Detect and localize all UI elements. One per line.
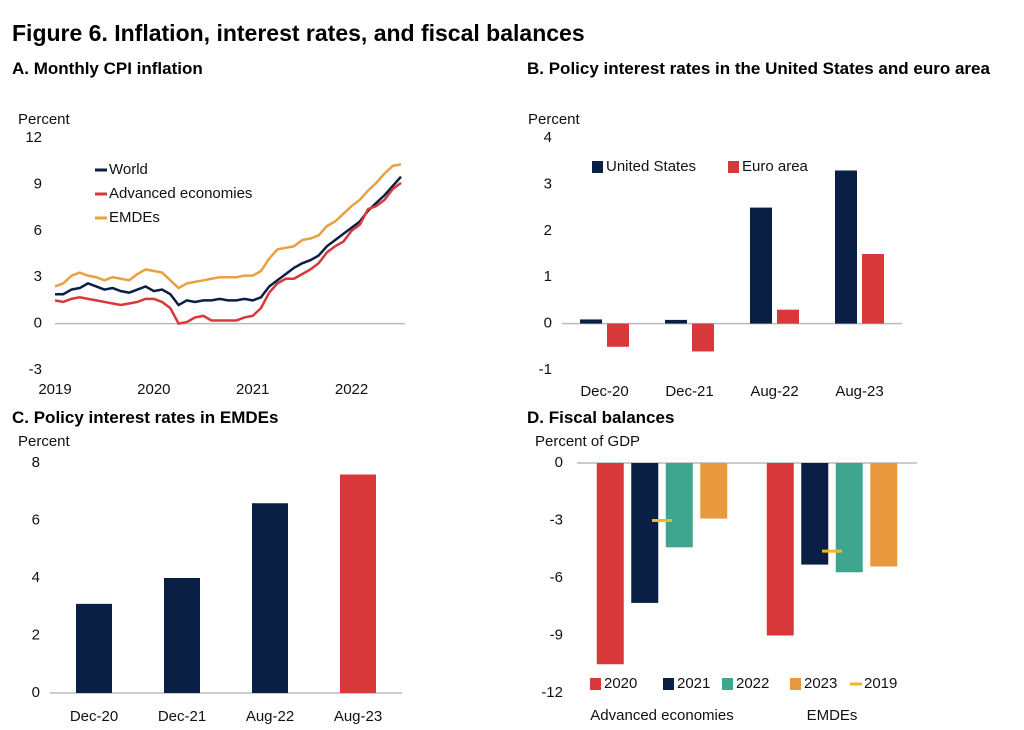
line-series bbox=[54, 181, 402, 325]
y-axis-label: Percent of GDP bbox=[535, 433, 640, 450]
bar bbox=[164, 578, 200, 693]
legend-swatch bbox=[790, 678, 801, 690]
y-tick-label: 0 bbox=[32, 684, 40, 701]
bar bbox=[862, 254, 884, 324]
y-tick-label: -3 bbox=[550, 511, 563, 528]
y-tick-label: 2 bbox=[32, 626, 40, 643]
legend-swatch bbox=[592, 161, 603, 173]
x-tick-label: Dec-20 bbox=[580, 383, 628, 400]
y-tick-label: 9 bbox=[34, 175, 42, 192]
panel-title: D. Fiscal balances bbox=[527, 408, 675, 427]
bar bbox=[835, 170, 857, 324]
y-tick-label: -9 bbox=[550, 626, 563, 643]
legend-label: United States bbox=[606, 158, 696, 175]
panel-title: B. Policy interest rates in the United S… bbox=[527, 59, 990, 78]
figure-title: Figure 6. Inflation, interest rates, and… bbox=[12, 20, 585, 46]
y-tick-label: 12 bbox=[25, 129, 42, 146]
x-tick-label: 2022 bbox=[335, 381, 368, 398]
bar bbox=[607, 323, 629, 347]
x-tick-label: EMDEs bbox=[807, 707, 858, 724]
x-tick-label: Aug-22 bbox=[750, 383, 798, 400]
y-tick-label: 3 bbox=[544, 175, 552, 192]
y-tick-label: 0 bbox=[544, 315, 552, 332]
bar bbox=[801, 463, 829, 565]
legend-label: 2023 bbox=[804, 675, 837, 692]
y-tick-label: 1 bbox=[544, 268, 552, 285]
legend-swatch bbox=[728, 161, 739, 173]
legend-label: World bbox=[109, 161, 148, 178]
y-tick-label: 3 bbox=[34, 268, 42, 285]
x-tick-label: Aug-23 bbox=[835, 383, 883, 400]
y-tick-label: 4 bbox=[32, 569, 40, 586]
legend-swatch bbox=[590, 678, 601, 690]
bar bbox=[596, 463, 624, 665]
x-tick-label: 2021 bbox=[236, 381, 269, 398]
x-tick-label: Dec-20 bbox=[70, 708, 118, 725]
bar bbox=[631, 463, 659, 603]
legend-swatch bbox=[663, 678, 674, 690]
y-tick-label: 0 bbox=[555, 454, 563, 471]
y-tick-label: -1 bbox=[539, 361, 552, 378]
y-tick-label: 4 bbox=[544, 129, 552, 146]
y-tick-label: -12 bbox=[541, 684, 563, 701]
y-axis-label: Percent bbox=[528, 111, 581, 128]
bar bbox=[340, 474, 376, 693]
legend-label: 2021 bbox=[677, 675, 710, 692]
bar bbox=[665, 319, 687, 324]
panel-title: A. Monthly CPI inflation bbox=[12, 59, 203, 78]
line-series bbox=[55, 175, 402, 307]
panel-title: C. Policy interest rates in EMDEs bbox=[12, 408, 279, 427]
x-tick-label: 2020 bbox=[137, 381, 170, 398]
bar bbox=[777, 309, 799, 324]
bar bbox=[665, 463, 693, 548]
legend-label: Euro area bbox=[742, 158, 809, 175]
bar bbox=[580, 319, 602, 324]
legend-label: 2019 bbox=[864, 675, 897, 692]
y-axis-label: Percent bbox=[18, 433, 71, 450]
x-tick-label: Dec-21 bbox=[158, 708, 206, 725]
legend-label: 2022 bbox=[736, 675, 769, 692]
x-tick-label: 2019 bbox=[38, 381, 71, 398]
bar bbox=[870, 463, 898, 567]
bar bbox=[692, 323, 714, 352]
y-tick-label: -3 bbox=[29, 361, 42, 378]
y-tick-label: 0 bbox=[34, 315, 42, 332]
line-series bbox=[54, 163, 402, 290]
x-tick-label: Dec-21 bbox=[665, 383, 713, 400]
y-tick-label: 2 bbox=[544, 222, 552, 239]
bar bbox=[766, 463, 794, 636]
bar bbox=[700, 463, 728, 519]
bar bbox=[76, 603, 112, 693]
bar bbox=[252, 503, 288, 693]
y-tick-label: 8 bbox=[32, 454, 40, 471]
legend-label: Advanced economies bbox=[109, 185, 252, 202]
y-axis-label: Percent bbox=[18, 111, 71, 128]
legend-label: 2020 bbox=[604, 675, 637, 692]
x-tick-label: Advanced economies bbox=[590, 707, 733, 724]
x-tick-label: Aug-22 bbox=[246, 708, 294, 725]
x-tick-label: Aug-23 bbox=[334, 708, 382, 725]
legend-label: EMDEs bbox=[109, 209, 160, 226]
legend-swatch bbox=[722, 678, 733, 690]
y-tick-label: 6 bbox=[34, 222, 42, 239]
bar bbox=[835, 463, 863, 573]
bar bbox=[750, 207, 772, 324]
y-tick-label: -6 bbox=[550, 569, 563, 586]
y-tick-label: 6 bbox=[32, 511, 40, 528]
